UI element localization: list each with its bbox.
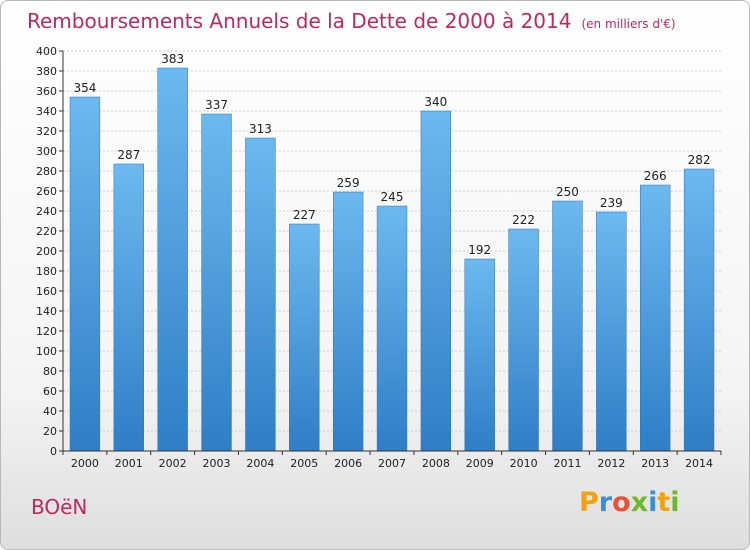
logo-letter: o: [612, 487, 631, 518]
x-tick-label: 2000: [71, 457, 99, 470]
chart-subtitle: (en milliers d'€): [581, 17, 676, 31]
logo-letter: i: [670, 487, 680, 518]
y-tick-label: 260: [36, 185, 57, 198]
x-tick-label: 2010: [510, 457, 538, 470]
y-tick-label: 40: [43, 405, 57, 418]
y-tick-label: 60: [43, 385, 57, 398]
bar-2006: [332, 191, 364, 452]
bar-2000: [69, 96, 101, 452]
x-tick-label: 2009: [466, 457, 494, 470]
value-label-2003: 337: [205, 98, 228, 112]
bar-2010: [508, 228, 539, 452]
y-tick-label: 20: [43, 425, 57, 438]
chart-title-text: Remboursements Annuels de la Dette de 20…: [27, 9, 572, 33]
value-label-2011: 250: [556, 185, 579, 199]
x-tick-label: 2001: [115, 457, 143, 470]
logo-letter: r: [598, 487, 613, 518]
y-tick-label: 160: [36, 285, 57, 298]
proxiti-logo: Proxiti: [579, 487, 680, 518]
x-tick-label: 2006: [334, 457, 362, 470]
value-label-2007: 245: [381, 190, 404, 204]
x-tick-label: 2013: [641, 457, 669, 470]
value-label-2009: 192: [468, 243, 491, 257]
bar-2002: [157, 67, 188, 452]
x-tick-label: 2012: [597, 457, 625, 470]
value-label-2005: 227: [293, 208, 316, 222]
x-tick-label: 2002: [159, 457, 187, 470]
bar-2007: [376, 205, 408, 452]
y-tick-label: 200: [36, 245, 57, 258]
x-tick-label: 2003: [203, 457, 231, 470]
logo-letter: P: [579, 487, 599, 518]
bar-2009: [464, 258, 495, 452]
value-label-2002: 383: [161, 52, 184, 66]
bar-2003: [201, 113, 232, 452]
bar-2012: [596, 211, 627, 452]
value-label-2014: 282: [688, 153, 711, 167]
value-label-2004: 313: [249, 122, 272, 136]
bar-2001: [113, 163, 144, 452]
logo-letter: t: [657, 487, 671, 518]
y-tick-label: 100: [36, 345, 57, 358]
bar-2005: [289, 223, 320, 452]
y-tick-label: 320: [36, 125, 57, 138]
y-tick-label: 400: [36, 45, 57, 58]
value-label-2001: 287: [117, 148, 140, 162]
chart-title: Remboursements Annuels de la Dette de 20…: [27, 9, 676, 33]
x-tick-label: 2008: [422, 457, 450, 470]
x-tick-label: 2014: [685, 457, 713, 470]
value-label-2008: 340: [424, 95, 447, 109]
y-tick-label: 140: [36, 305, 57, 318]
y-tick-label: 380: [36, 65, 57, 78]
value-label-2010: 222: [512, 213, 535, 227]
logo-letter: i: [648, 487, 658, 518]
y-tick-label: 120: [36, 325, 57, 338]
bar-2014: [683, 168, 715, 452]
y-tick-label: 360: [36, 85, 57, 98]
logo-letter: x: [630, 487, 649, 518]
y-tick-label: 0: [50, 445, 57, 458]
value-label-2006: 259: [337, 176, 360, 190]
y-tick-label: 300: [36, 145, 57, 158]
bar-2013: [640, 184, 671, 452]
value-label-2012: 239: [600, 196, 623, 210]
x-tick-label: 2007: [378, 457, 406, 470]
x-tick-label: 2005: [290, 457, 318, 470]
x-tick-label: 2004: [246, 457, 274, 470]
x-tick-label: 2011: [553, 457, 581, 470]
town-name: BOëN: [31, 495, 88, 519]
value-label-2013: 266: [644, 169, 667, 183]
y-tick-label: 80: [43, 365, 57, 378]
value-label-2000: 354: [73, 81, 96, 95]
y-tick-label: 220: [36, 225, 57, 238]
bar-2008: [420, 110, 452, 452]
bar-2011: [552, 200, 583, 452]
y-tick-label: 240: [36, 205, 57, 218]
y-tick-label: 280: [36, 165, 57, 178]
bar-2004: [245, 137, 276, 452]
y-tick-label: 180: [36, 265, 57, 278]
y-tick-label: 340: [36, 105, 57, 118]
